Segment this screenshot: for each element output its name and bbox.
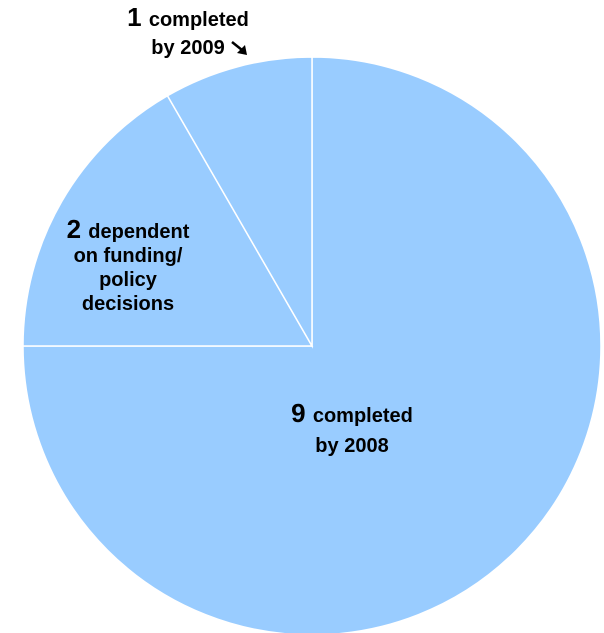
slice-label-line: policy: [99, 269, 158, 291]
slice-label-line: decisions: [82, 293, 174, 315]
slice-label-number: 1: [127, 2, 149, 32]
slice-label-1: 1 completed by 2009: [127, 2, 249, 59]
slice-label-line: completed: [313, 405, 413, 427]
slice-label-line: by 2008: [315, 435, 388, 457]
labels-layer: 9 completed by 2008 2 dependent on funding/…: [67, 2, 413, 457]
slice-label-9: 9 completed by 2008: [291, 398, 413, 457]
slice-label-2: 2 dependent on funding/policy decisions: [67, 214, 190, 315]
slice-label-line: dependent: [88, 221, 189, 243]
pie-slice-2: [22, 94, 314, 347]
pie-slice-9: [22, 56, 602, 633]
slice-label-line: completed: [149, 9, 249, 31]
slice-label-number: 9: [291, 398, 313, 428]
slice-label-number: 2: [67, 214, 89, 244]
slices-layer: [22, 56, 602, 633]
callout-arrow-icon: [231, 41, 247, 55]
slice-label-line: on funding/: [74, 245, 183, 267]
slice-label-line: by 2009: [151, 37, 224, 59]
pie-slice-1: [166, 56, 313, 349]
